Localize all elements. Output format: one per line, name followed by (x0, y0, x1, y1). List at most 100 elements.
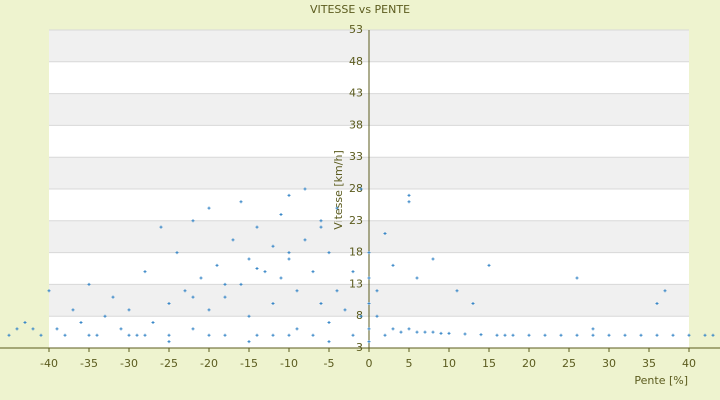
point (359, 187, 363, 191)
point (455, 289, 459, 293)
point (343, 308, 347, 312)
point (239, 282, 243, 286)
chart-title: VITESSE vs PENTE (310, 3, 410, 16)
point (255, 225, 259, 229)
point (407, 200, 411, 204)
point (191, 219, 195, 223)
point (351, 333, 355, 337)
point (303, 238, 307, 242)
x-tick-label: 15 (482, 357, 496, 370)
point (471, 301, 475, 305)
point (39, 333, 43, 337)
point (623, 333, 627, 337)
point (207, 308, 211, 312)
point (231, 238, 235, 242)
point (255, 333, 259, 337)
point (15, 327, 19, 331)
point (287, 333, 291, 337)
point (431, 257, 435, 261)
point (655, 333, 659, 337)
point (279, 212, 283, 216)
point (127, 308, 131, 312)
point (367, 251, 371, 255)
x-tick-label: 20 (522, 357, 536, 370)
point (399, 330, 403, 334)
point (247, 257, 251, 261)
x-tick-label: -20 (200, 357, 218, 370)
x-axis-label: Pente [%] (634, 374, 688, 387)
y-tick-label: 43 (349, 87, 363, 100)
point (95, 333, 99, 337)
point (327, 251, 331, 255)
point (407, 193, 411, 197)
point (383, 333, 387, 337)
point (415, 276, 419, 280)
point (431, 330, 435, 334)
point (703, 333, 707, 337)
point (167, 333, 171, 337)
point (207, 333, 211, 337)
point (223, 333, 227, 337)
point (183, 289, 187, 293)
point (335, 206, 339, 210)
point (591, 333, 595, 337)
point (575, 333, 579, 337)
point (311, 270, 315, 274)
point (383, 232, 387, 236)
point (295, 289, 299, 293)
point (655, 301, 659, 305)
point (407, 327, 411, 331)
x-tick-label: -15 (240, 357, 258, 370)
point (359, 314, 363, 318)
point (223, 282, 227, 286)
y-tick-label: 48 (349, 55, 363, 68)
point (287, 251, 291, 255)
point (503, 333, 507, 337)
point (47, 289, 51, 293)
point (271, 333, 275, 337)
point (223, 295, 227, 299)
point (391, 327, 395, 331)
point (7, 333, 11, 337)
point (607, 333, 611, 337)
point (559, 333, 563, 337)
y-tick-label: 13 (349, 277, 363, 290)
point (271, 301, 275, 305)
point (255, 267, 259, 270)
y-tick-label: 28 (349, 182, 363, 195)
y-tick-label: 38 (349, 118, 363, 131)
point (319, 225, 323, 229)
point (543, 333, 547, 337)
point (639, 333, 643, 337)
point (327, 321, 331, 325)
point (103, 314, 107, 318)
x-tick-label: 35 (642, 357, 656, 370)
point (319, 219, 323, 223)
x-tick-label: -5 (324, 357, 335, 370)
point (263, 270, 267, 274)
y-tick-label: 53 (349, 23, 363, 36)
point (391, 263, 395, 267)
x-tick-label: -35 (80, 357, 98, 370)
point (239, 200, 243, 204)
point (527, 333, 531, 337)
point (687, 333, 691, 337)
point (335, 289, 339, 293)
point (79, 321, 83, 325)
x-tick-label: -40 (40, 357, 58, 370)
point (671, 333, 675, 337)
x-tick-label: 25 (562, 357, 576, 370)
point (327, 340, 331, 344)
point (127, 333, 131, 337)
y-tick-label: 18 (349, 246, 363, 259)
point (191, 327, 195, 331)
point (591, 327, 595, 331)
point (55, 327, 59, 331)
point (159, 225, 163, 229)
x-tick-label: -30 (120, 357, 138, 370)
x-tick-label: 10 (442, 357, 456, 370)
point (447, 331, 451, 335)
point (479, 333, 483, 337)
point (279, 276, 283, 280)
point (367, 340, 371, 344)
